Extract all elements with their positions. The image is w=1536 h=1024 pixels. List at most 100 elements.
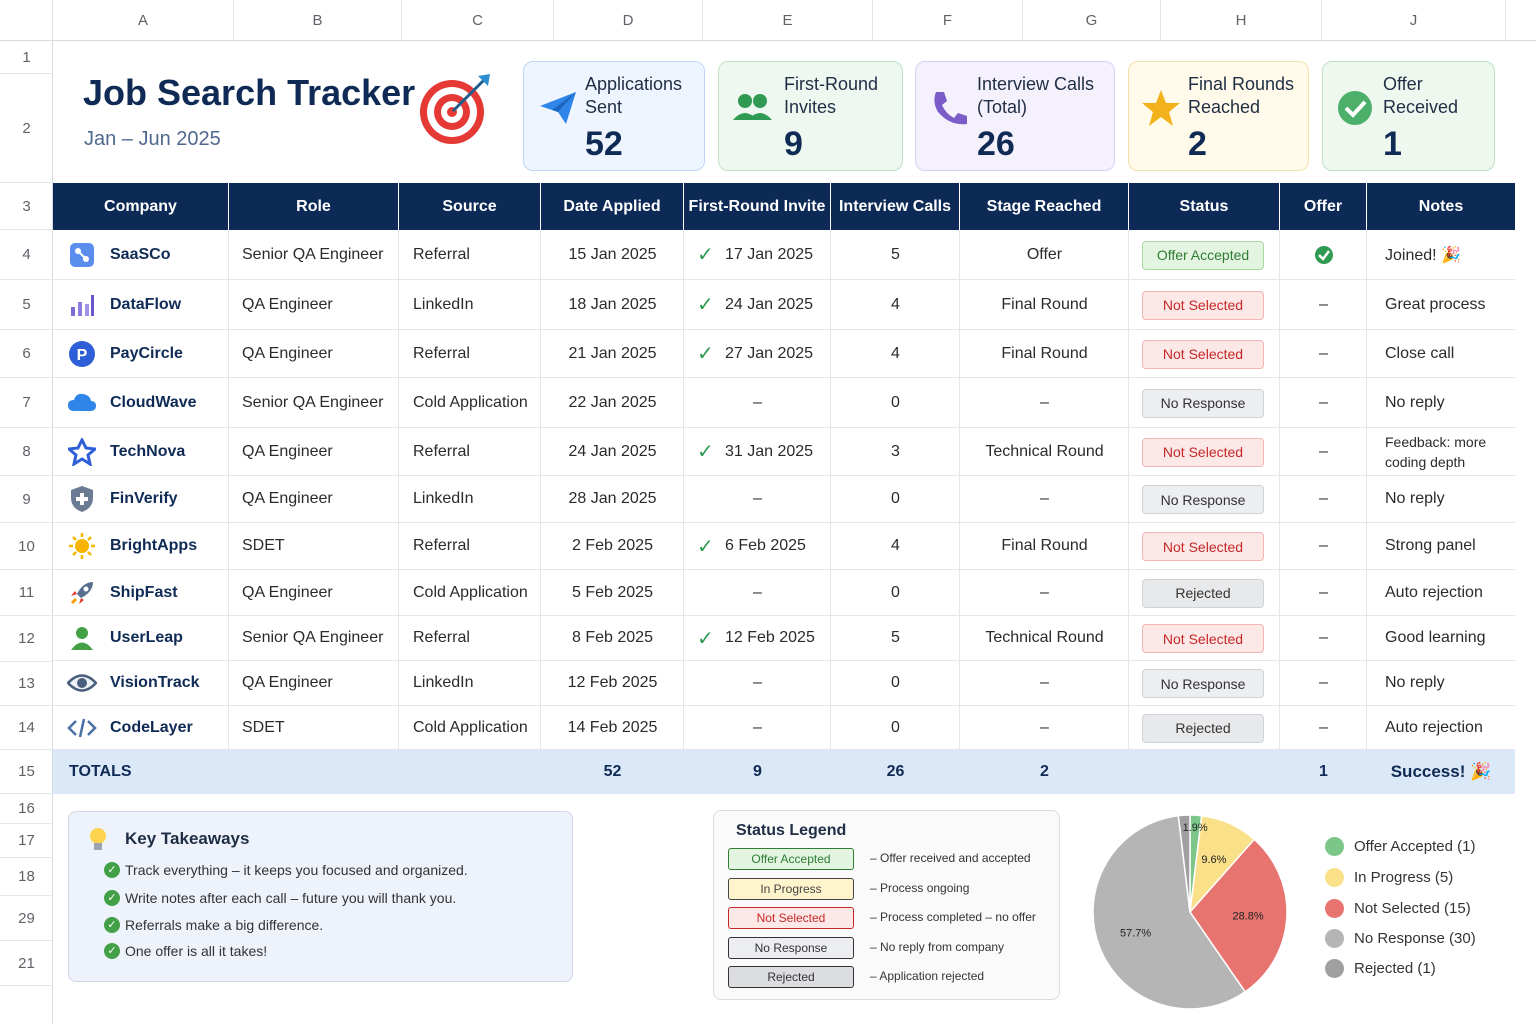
stage-cell[interactable]: Final Round bbox=[1001, 537, 1088, 554]
status-badge[interactable]: Not Selected bbox=[1142, 339, 1264, 369]
date-applied-cell[interactable]: 24 Jan 2025 bbox=[568, 442, 657, 460]
col-header-f[interactable]: F bbox=[873, 0, 1023, 41]
date-applied-cell[interactable]: 12 Feb 2025 bbox=[567, 674, 658, 691]
interview-calls-cell[interactable]: 0 bbox=[891, 674, 900, 691]
col-header-d[interactable]: D bbox=[554, 0, 703, 41]
row-header[interactable]: 12 bbox=[0, 616, 53, 662]
source-cell[interactable]: Referral bbox=[413, 442, 470, 460]
company-name[interactable]: VisionTrack bbox=[110, 674, 200, 691]
pie-slice-not-selected[interactable] bbox=[1189, 838, 1288, 993]
notes-cell[interactable]: Feedback: more coding depth bbox=[1385, 433, 1487, 470]
table-row[interactable]: CodeLayer SDET Cold Application 14 Feb 2025… bbox=[53, 706, 1515, 750]
col-header-g[interactable]: G bbox=[1023, 0, 1161, 41]
col-header-j[interactable]: J bbox=[1322, 0, 1506, 41]
company-name[interactable]: DataFlow bbox=[110, 295, 182, 313]
notes-cell[interactable]: Auto rejection bbox=[1385, 583, 1483, 601]
row-header[interactable]: 17 bbox=[0, 824, 53, 858]
row-header[interactable]: 21 bbox=[0, 941, 53, 986]
company-name[interactable]: CloudWave bbox=[110, 393, 197, 411]
stage-cell[interactable]: – bbox=[1040, 718, 1049, 736]
role-cell[interactable]: QA Engineer bbox=[242, 295, 333, 313]
interview-calls-cell[interactable]: 0 bbox=[891, 490, 900, 507]
stage-cell[interactable]: Final Round bbox=[1001, 344, 1088, 362]
table-row[interactable]: ShipFast QA Engineer Cold Application 5 Feb… bbox=[53, 570, 1515, 616]
row-header[interactable]: 11 bbox=[0, 570, 53, 616]
interview-calls-cell[interactable]: 4 bbox=[891, 537, 900, 554]
first-round-cell[interactable]: 12 Feb 2025 bbox=[725, 629, 815, 646]
status-badge[interactable]: Rejected bbox=[1142, 713, 1264, 743]
status-badge[interactable]: Not Selected bbox=[1142, 532, 1264, 561]
offer-cell[interactable]: – bbox=[1319, 344, 1328, 362]
table-row[interactable]: SaaSCo Senior QA Engineer Referral 15 Jan 2… bbox=[53, 230, 1515, 280]
interview-calls-cell[interactable]: 0 bbox=[891, 583, 900, 601]
role-cell[interactable]: SDET bbox=[242, 537, 285, 554]
row-header[interactable]: 3 bbox=[0, 183, 53, 230]
first-round-cell[interactable]: – bbox=[753, 674, 762, 691]
source-cell[interactable]: Cold Application bbox=[413, 393, 528, 411]
pie-slice-no-response[interactable] bbox=[1092, 814, 1247, 1010]
date-applied-cell[interactable]: 18 Jan 2025 bbox=[568, 295, 657, 313]
first-round-cell[interactable]: 6 Feb 2025 bbox=[725, 537, 806, 554]
role-cell[interactable]: QA Engineer bbox=[242, 674, 333, 691]
company-name[interactable]: PayCircle bbox=[110, 344, 183, 362]
interview-calls-cell[interactable]: 4 bbox=[891, 344, 900, 362]
row-header[interactable]: 15 bbox=[0, 750, 53, 794]
table-row[interactable]: DataFlow QA Engineer LinkedIn 18 Jan 2025 ✓ 2… bbox=[53, 280, 1515, 330]
source-cell[interactable]: Referral bbox=[413, 629, 470, 646]
company-name[interactable]: TechNova bbox=[110, 442, 186, 460]
first-round-cell[interactable]: 24 Jan 2025 bbox=[725, 295, 814, 313]
row-header[interactable]: 5 bbox=[0, 280, 53, 330]
role-cell[interactable]: QA Engineer bbox=[242, 344, 333, 362]
source-cell[interactable]: LinkedIn bbox=[413, 674, 474, 691]
col-header-c[interactable]: C bbox=[402, 0, 554, 41]
notes-cell[interactable]: Close call bbox=[1385, 344, 1455, 362]
th-status[interactable]: Status bbox=[1129, 183, 1280, 230]
source-cell[interactable]: Referral bbox=[413, 344, 470, 362]
interview-calls-cell[interactable]: 3 bbox=[891, 442, 900, 460]
first-round-cell[interactable]: – bbox=[753, 393, 762, 411]
th-first-round[interactable]: First-Round Invite bbox=[684, 183, 831, 230]
interview-calls-cell[interactable]: 5 bbox=[891, 629, 900, 646]
offer-cell[interactable]: – bbox=[1319, 295, 1328, 313]
select-all-corner[interactable] bbox=[0, 0, 53, 41]
stage-cell[interactable]: Offer bbox=[1026, 245, 1063, 263]
row-header[interactable]: 18 bbox=[0, 858, 53, 896]
row-header[interactable]: 4 bbox=[0, 230, 53, 280]
role-cell[interactable]: QA Engineer bbox=[242, 442, 333, 460]
row-header[interactable]: 16 bbox=[0, 794, 53, 824]
role-cell[interactable]: Senior QA Engineer bbox=[242, 245, 384, 263]
notes-cell[interactable]: No reply bbox=[1385, 674, 1445, 691]
status-badge[interactable]: No Response bbox=[1142, 388, 1264, 418]
offer-cell[interactable]: – bbox=[1319, 583, 1328, 601]
interview-calls-cell[interactable]: 0 bbox=[891, 718, 900, 736]
th-role[interactable]: Role bbox=[229, 183, 399, 230]
source-cell[interactable]: Cold Application bbox=[413, 583, 528, 601]
row-header[interactable]: 29 bbox=[0, 896, 53, 941]
date-applied-cell[interactable]: 28 Jan 2025 bbox=[568, 490, 657, 507]
col-header-b[interactable]: B bbox=[234, 0, 402, 41]
source-cell[interactable]: Cold Application bbox=[413, 718, 528, 736]
notes-cell[interactable]: Joined! 🎉 bbox=[1385, 246, 1461, 264]
source-cell[interactable]: LinkedIn bbox=[413, 490, 474, 507]
col-header-a[interactable]: A bbox=[53, 0, 234, 41]
first-round-cell[interactable]: – bbox=[753, 718, 762, 736]
role-cell[interactable]: QA Engineer bbox=[242, 490, 333, 507]
company-name[interactable]: UserLeap bbox=[110, 629, 183, 646]
status-badge[interactable]: No Response bbox=[1142, 485, 1264, 514]
status-badge[interactable]: Not Selected bbox=[1142, 624, 1264, 653]
role-cell[interactable]: SDET bbox=[242, 718, 285, 736]
status-badge[interactable]: Rejected bbox=[1142, 578, 1264, 608]
role-cell[interactable]: QA Engineer bbox=[242, 583, 333, 601]
pie-slice-rejected[interactable] bbox=[1177, 814, 1191, 913]
th-date-applied[interactable]: Date Applied bbox=[541, 183, 684, 230]
notes-cell[interactable]: No reply bbox=[1385, 393, 1445, 411]
notes-cell[interactable]: Good learning bbox=[1385, 629, 1486, 646]
stage-cell[interactable]: – bbox=[1040, 674, 1049, 691]
stage-cell[interactable]: – bbox=[1040, 490, 1049, 507]
date-applied-cell[interactable]: 15 Jan 2025 bbox=[568, 245, 657, 263]
notes-cell[interactable]: Strong panel bbox=[1385, 537, 1476, 554]
status-badge[interactable]: Not Selected bbox=[1142, 437, 1264, 467]
notes-cell[interactable]: No reply bbox=[1385, 490, 1445, 507]
company-name[interactable]: SaaSCo bbox=[110, 245, 171, 263]
company-name[interactable]: BrightApps bbox=[110, 537, 198, 554]
